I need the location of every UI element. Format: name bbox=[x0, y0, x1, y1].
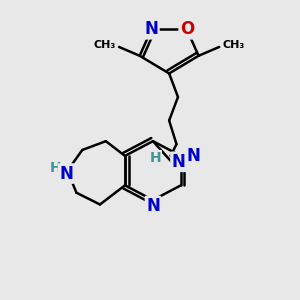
Text: N: N bbox=[146, 197, 160, 215]
Text: H: H bbox=[50, 161, 61, 175]
Text: N: N bbox=[145, 20, 158, 38]
Text: N: N bbox=[186, 147, 200, 165]
Text: CH₃: CH₃ bbox=[222, 40, 244, 50]
Text: N: N bbox=[59, 165, 73, 183]
Text: CH₃: CH₃ bbox=[94, 40, 116, 50]
Text: N: N bbox=[172, 153, 185, 171]
Text: O: O bbox=[180, 20, 194, 38]
Text: H: H bbox=[149, 151, 161, 165]
